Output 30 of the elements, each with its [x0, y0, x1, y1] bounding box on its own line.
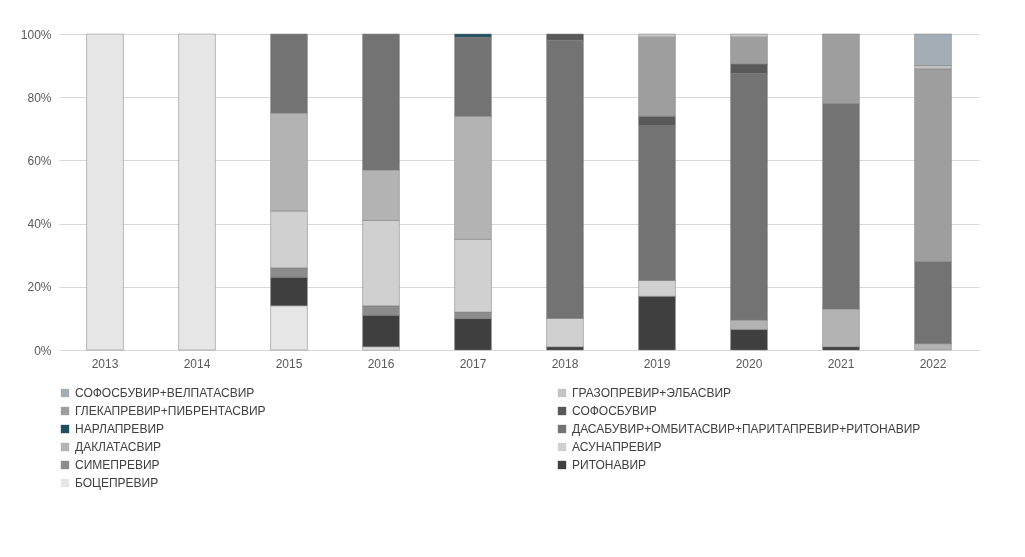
legend-label: ДАСАБУВИР+ОМБИТАСВИР+ПАРИТАПРЕВИР+РИТОНАВИР: [572, 422, 921, 436]
y-tick-label: 0%: [34, 343, 52, 358]
legend-label: ГРАЗОПРЕВИР+ЭЛБАСВИР: [572, 386, 732, 400]
x-tick-label: 2017: [459, 356, 487, 371]
legend-label: АСУНАПРЕВИР: [572, 440, 662, 454]
x-tick-label: 2016: [367, 356, 395, 371]
y-tick-label: 40%: [27, 217, 52, 232]
legend-label: БОЦЕПРЕВИР: [75, 476, 159, 490]
x-tick-label: 2014: [183, 356, 211, 371]
legend-label: СИМЕПРЕВИР: [75, 458, 160, 472]
x-tick-label: 2018: [551, 356, 579, 371]
bar: [178, 33, 216, 351]
x-tick-label: 2021: [827, 356, 855, 371]
bar: [86, 33, 124, 351]
y-tick-label: 100%: [20, 27, 52, 42]
x-tick-label: 2020: [735, 356, 763, 371]
legend-label: ГЛЕКАПРЕВИР+ПИБРЕНТАСВИР: [75, 404, 266, 418]
y-tick-label: 80%: [27, 90, 52, 105]
legend-label: ДАКЛАТАСВИР: [75, 440, 162, 454]
bar: [914, 33, 952, 66]
legend-label: НАРЛАПРЕВИР: [75, 422, 165, 436]
legend-label: СОФОСБУВИР+ВЕЛПАТАСВИР: [75, 386, 255, 400]
x-tick-label: 2022: [919, 356, 947, 371]
x-tick-label: 2015: [275, 356, 303, 371]
legend-label: РИТОНАВИР: [572, 458, 647, 472]
x-tick-label: 2019: [643, 356, 671, 371]
y-tick-label: 20%: [27, 280, 52, 295]
x-tick-label: 2013: [91, 356, 119, 371]
y-tick-label: 60%: [27, 153, 52, 168]
legend-label: СОФОСБУВИР: [572, 404, 657, 418]
